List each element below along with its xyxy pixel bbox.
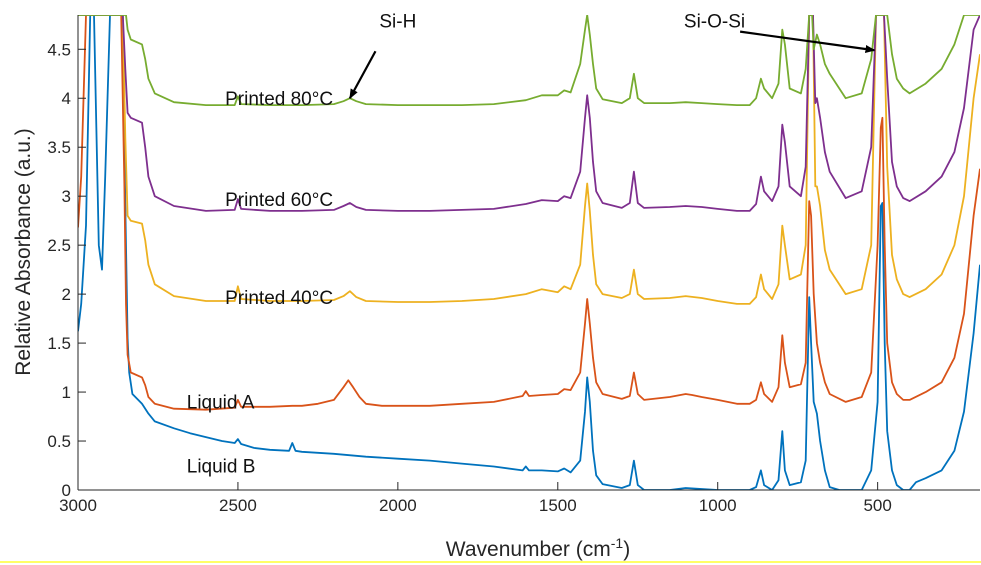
y-tick-label: 2.5 [47, 236, 71, 255]
x-tick-label: 500 [863, 496, 891, 515]
y-tick-label: 3.5 [47, 138, 71, 157]
annotation-arrow-2 [739, 30, 876, 53]
series-label-1: Liquid B [187, 456, 256, 477]
x-tick-label: 1000 [699, 496, 737, 515]
x-tick-label: 3000 [59, 496, 97, 515]
x-tick-label: 2000 [379, 496, 417, 515]
series-label-2: Liquid A [187, 393, 255, 414]
series-line-5 [78, 15, 980, 106]
y-tick-label: 0 [62, 481, 71, 500]
tick-labels: 3000 2500 2000 1500 1000 500 0 0.5 1 1.5 2 2.5 3 3.5 4… [47, 40, 891, 515]
series-line-3 [78, 15, 980, 305]
axes [77, 15, 980, 491]
annotation-label-1: Si-H [379, 12, 416, 33]
y-tick-label: 3 [62, 187, 71, 206]
series-layer [78, 15, 980, 490]
series-label-4: Printed 60°C [225, 190, 333, 211]
y-tick-label: 1 [62, 383, 71, 402]
series-label-5: Printed 80°C [225, 89, 333, 110]
y-tick-label: 4.5 [47, 40, 71, 59]
annotation-arrow-1 [348, 50, 377, 100]
x-tick-label: 1500 [539, 496, 577, 515]
annotation-label-2: Si-O-Si [684, 12, 745, 33]
annotation-layer: Si-H Si-O-Si [348, 12, 876, 100]
x-axis-title-superscript: -1 [611, 535, 624, 551]
y-tick-label: 4 [62, 89, 71, 108]
x-axis-title-suffix: ) [623, 538, 630, 561]
y-tick-label: 1.5 [47, 334, 71, 353]
bottom-rule [0, 561, 981, 563]
y-tick-label: 2 [62, 285, 71, 304]
y-axis-title: Relative Absorbance (a.u.) [12, 128, 35, 375]
x-tick-label: 2500 [219, 496, 257, 515]
series-line-4 [78, 15, 980, 212]
series-line-2 [78, 15, 980, 411]
x-axis-title-main: Wavenumber (cm [446, 538, 611, 561]
series-labels: Liquid B Liquid A Printed 40°C Printed 60°C… [187, 89, 333, 477]
y-tick-label: 0.5 [47, 432, 71, 451]
series-label-3: Printed 40°C [225, 288, 333, 309]
x-axis-title: Wavenumber (cm-1) [446, 535, 630, 561]
series-line-1 [78, 15, 980, 490]
